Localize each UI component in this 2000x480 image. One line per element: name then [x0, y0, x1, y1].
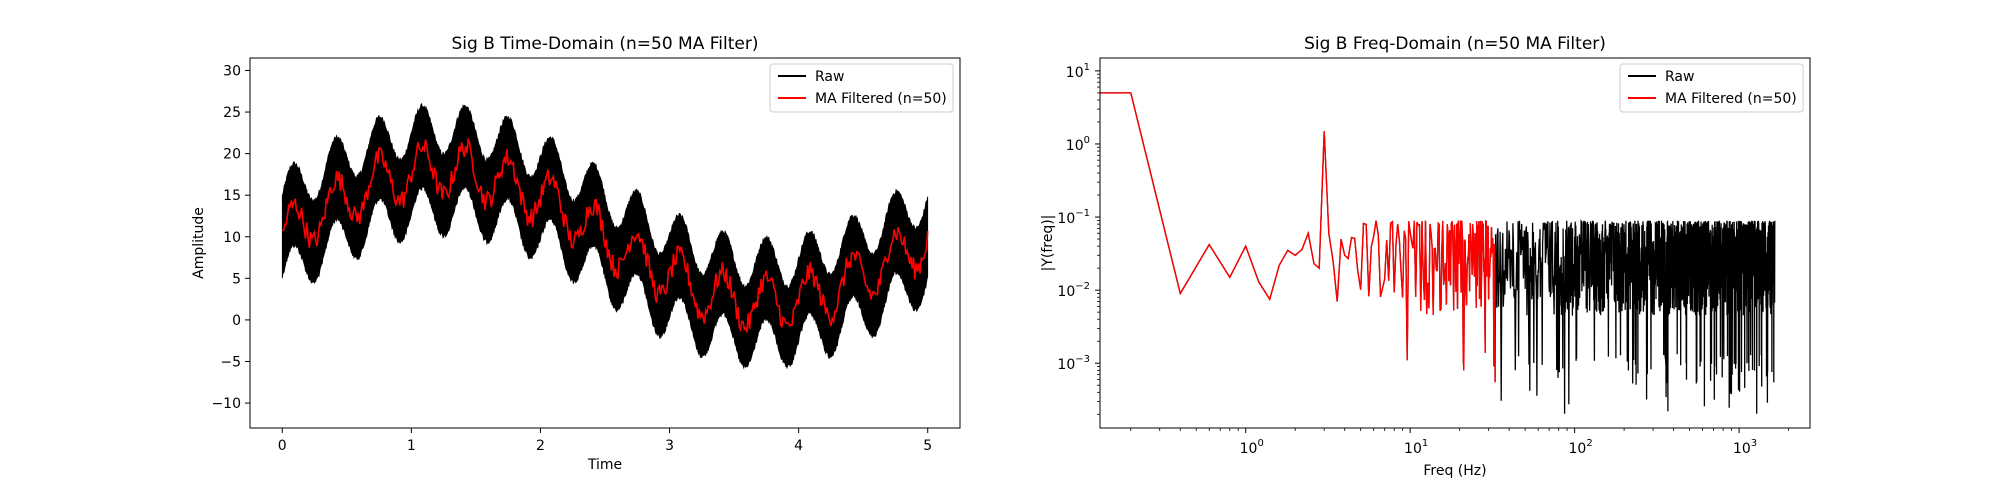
ytick-label: 10−3	[1057, 354, 1090, 373]
raw-spectrum-line	[1100, 92, 1776, 414]
freq-domain-series	[1100, 92, 1776, 414]
time-domain-title: Sig B Time-Domain (n=50 MA Filter)	[451, 34, 758, 54]
xtick-label: 100	[1240, 438, 1264, 457]
xtick-label: 5	[923, 438, 932, 454]
xtick-label: 103	[1733, 438, 1757, 457]
xtick-label: 3	[665, 438, 674, 454]
ytick-label: 10−1	[1057, 208, 1090, 227]
time-domain-series	[281, 102, 929, 370]
ytick-label: 25	[223, 105, 241, 121]
freq-domain-ylabel: |Y(freq)|	[1040, 215, 1056, 272]
ytick-label: 0	[232, 313, 241, 329]
time-domain-legend: Raw MA Filtered (n=50)	[769, 63, 954, 113]
freq-domain-axes-frame	[1099, 57, 1811, 429]
ytick-label: 30	[223, 63, 241, 79]
time-domain-ylabel: Amplitude	[191, 207, 207, 279]
xtick-label: 1	[407, 438, 416, 454]
ytick-label: 10	[223, 230, 241, 246]
freq-domain-legend: Raw MA Filtered (n=50)	[1619, 63, 1804, 113]
raw-signal-band	[281, 102, 929, 370]
xtick-label: 0	[278, 438, 287, 454]
ytick-label: 101	[1066, 62, 1090, 81]
freq-domain-xticks: 100 101 102 103	[1130, 428, 1789, 457]
time-domain-plot: 0 1 2 3 4 5 −10 −5 0 5 10 15 20 25 30 Sig B Time-Doma…	[191, 34, 961, 473]
freq-domain-xlabel: Freq (Hz)	[1423, 463, 1486, 479]
ytick-label: 5	[232, 271, 241, 287]
xtick-label: 101	[1404, 438, 1428, 457]
ytick-label: 15	[223, 188, 241, 204]
ytick-label: −10	[211, 396, 241, 412]
time-domain-yticks: −10 −5 0 5 10 15 20 25 30	[211, 63, 250, 412]
xtick-label: 4	[794, 438, 803, 454]
legend-filtered-label: MA Filtered (n=50)	[1665, 91, 1797, 107]
time-domain-xticks: 0 1 2 3 4 5	[278, 428, 932, 454]
ytick-label: 20	[223, 147, 241, 163]
time-domain-axes-frame	[249, 57, 961, 429]
freq-domain-plot: 100 101 102 103 10−3 10−2 10−1 100 101 Sig B Fr…	[1040, 34, 1811, 479]
legend-raw-label: Raw	[1665, 69, 1694, 85]
filtered-signal-line	[281, 136, 929, 333]
time-domain-xlabel: Time	[587, 457, 622, 473]
xtick-label: 2	[536, 438, 545, 454]
legend-filtered-label: MA Filtered (n=50)	[815, 91, 947, 107]
freq-domain-title: Sig B Freq-Domain (n=50 MA Filter)	[1304, 34, 1606, 54]
ytick-label: −5	[220, 354, 241, 370]
freq-domain-yticks: 10−3 10−2 10−1 100 101	[1057, 62, 1100, 415]
ytick-label: 10−2	[1057, 281, 1090, 300]
legend-raw-label: Raw	[815, 69, 844, 85]
xtick-label: 102	[1569, 438, 1593, 457]
ytick-label: 100	[1066, 135, 1090, 154]
filtered-spectrum-line	[1100, 92, 1496, 383]
